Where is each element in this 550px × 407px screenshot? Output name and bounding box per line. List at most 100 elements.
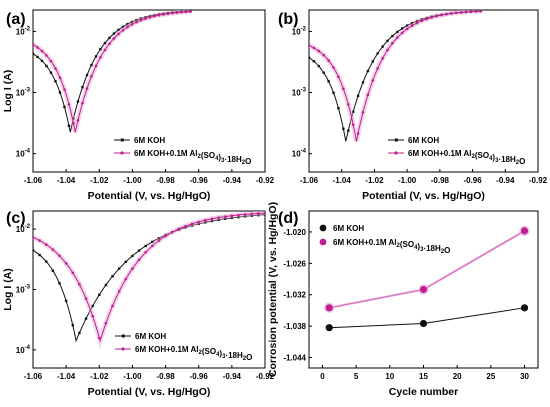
- x-tick-label: -0.96: [190, 176, 209, 185]
- panel-a: (a) -1.06 -1.04 -1.02 -1.00 -0.98 -0.96 -0.94 -0…: [2, 9, 275, 202]
- series-marker: [121, 28, 125, 32]
- series-marker: [356, 94, 360, 98]
- series-line: [309, 10, 481, 142]
- legend-marker: [120, 138, 124, 142]
- x-tick-label: -1.02: [90, 176, 109, 185]
- series-marker: [112, 37, 116, 40]
- series-marker: [103, 48, 107, 52]
- legend-marker: [394, 151, 398, 155]
- series-marker: [135, 18, 138, 22]
- series-halo: [33, 211, 265, 350]
- series-marker: [425, 17, 429, 21]
- series-marker: [98, 293, 101, 297]
- data-point: [419, 319, 428, 328]
- x-tick-label: -0.92: [256, 372, 275, 381]
- series-marker: [58, 76, 62, 80]
- series-marker: [33, 52, 35, 56]
- series-marker: [401, 27, 404, 30]
- series-marker: [97, 336, 101, 340]
- x-tick-label: -1.02: [90, 372, 109, 381]
- series-marker: [184, 226, 187, 229]
- series-marker: [49, 71, 53, 74]
- series-marker: [151, 240, 154, 244]
- series-marker: [347, 129, 350, 132]
- y-tick-label: 10-2: [292, 26, 307, 36]
- plot-area: [309, 10, 483, 142]
- series-marker: [312, 60, 316, 63]
- series-marker: [250, 212, 254, 216]
- x-tick-label: 15: [419, 372, 428, 381]
- series-marker: [99, 47, 102, 51]
- y-axis-title: Log I (A): [2, 70, 14, 113]
- series-marker: [230, 216, 234, 220]
- plot-frame: [308, 9, 539, 173]
- series-marker: [64, 262, 68, 265]
- x-tick-label: -0.92: [256, 176, 275, 185]
- series-marker: [99, 55, 102, 59]
- y-tick-label: -1.026: [283, 259, 306, 268]
- series-marker: [309, 44, 311, 47]
- x-tick-label: -1.02: [365, 176, 384, 185]
- series-marker: [130, 23, 134, 26]
- series-marker: [72, 122, 75, 125]
- series-marker: [157, 239, 161, 242]
- series-marker: [104, 283, 108, 287]
- series-marker: [90, 75, 93, 78]
- panel-b: (b) -1.06 -1.04 -1.02 -1.00 -0.98 -0.96 -0.94 -0…: [278, 9, 548, 202]
- legend-marker: [319, 224, 327, 232]
- data-point: [419, 285, 428, 294]
- y-tick-label: -1.044: [283, 354, 306, 363]
- series-marker: [126, 25, 129, 29]
- series-marker: [309, 56, 311, 59]
- panel-label: (c): [6, 210, 26, 227]
- series-line: [33, 214, 265, 343]
- series-marker: [197, 222, 200, 226]
- legend-marker: [120, 151, 124, 155]
- data-point: [520, 227, 529, 235]
- series-marker: [58, 282, 61, 285]
- series-marker: [327, 59, 330, 62]
- y-tick-label: 10-3: [16, 88, 31, 98]
- series-marker: [45, 260, 48, 263]
- series-marker: [135, 20, 138, 24]
- series-marker: [381, 57, 384, 60]
- x-tick-label: 5: [354, 372, 359, 381]
- series-marker: [54, 67, 57, 70]
- series-marker: [36, 46, 39, 49]
- series-marker: [257, 212, 260, 215]
- series-marker: [263, 213, 265, 216]
- series-marker: [63, 105, 66, 109]
- data-point: [325, 324, 333, 332]
- y-tick-label: 10-3: [16, 285, 31, 295]
- series-marker: [243, 213, 247, 216]
- series-marker: [144, 15, 147, 19]
- y-axis-title: Corrosion potential (V, vs. Hg/HgO): [267, 202, 279, 377]
- series-marker: [36, 55, 39, 59]
- series-marker: [40, 49, 44, 53]
- series-marker: [224, 217, 227, 220]
- series-marker: [45, 64, 48, 68]
- series-marker: [121, 25, 125, 28]
- series-marker: [44, 243, 48, 246]
- series-marker: [317, 49, 321, 53]
- series-marker: [94, 64, 98, 68]
- x-tick-label: -0.98: [431, 176, 450, 185]
- series-marker: [184, 224, 187, 228]
- series-marker: [111, 275, 114, 278]
- series-marker: [45, 54, 48, 57]
- series-marker: [435, 14, 438, 18]
- series-marker: [49, 59, 53, 63]
- legend-label: 6M KOH+0.1M Al2(SO4)3·18H2O: [134, 149, 251, 166]
- series-marker: [332, 91, 335, 95]
- series-marker: [250, 214, 253, 217]
- x-axis-title: Cycle number: [389, 386, 458, 398]
- series-marker: [405, 24, 409, 27]
- series-marker: [257, 213, 260, 217]
- series-marker: [131, 254, 134, 258]
- series-marker: [67, 103, 71, 106]
- series-marker: [217, 218, 220, 222]
- series-halo: [309, 10, 481, 142]
- series-marker: [63, 88, 66, 91]
- series-marker: [171, 11, 174, 15]
- series-marker: [346, 102, 350, 106]
